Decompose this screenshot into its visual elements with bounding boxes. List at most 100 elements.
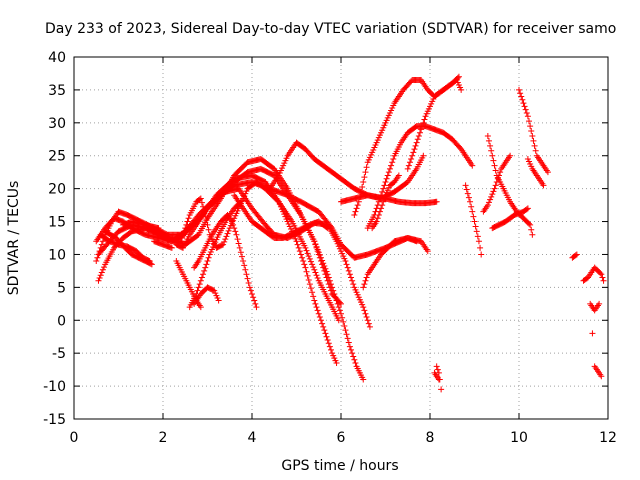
y-tick-label: 5 <box>57 280 66 296</box>
data-point-marker <box>469 162 476 169</box>
data-point-marker <box>494 175 501 182</box>
data-point-marker <box>406 159 413 166</box>
data-point-marker <box>360 304 367 311</box>
data-point-marker <box>351 211 358 218</box>
data-point-marker <box>384 172 391 179</box>
data-point-marker <box>205 254 212 261</box>
data-point-marker <box>313 272 320 279</box>
data-point-marker <box>491 185 498 192</box>
data-series <box>338 152 427 205</box>
data-point-marker <box>236 244 243 251</box>
x-tick-label: 12 <box>599 430 617 446</box>
data-point-marker <box>484 202 491 209</box>
data-point-marker <box>598 271 605 278</box>
data-point-marker <box>320 323 327 330</box>
data-point-marker <box>236 199 243 206</box>
data-point-marker <box>342 327 349 334</box>
data-point-marker <box>338 310 344 317</box>
data-point-marker <box>180 231 187 238</box>
data-point-marker <box>97 272 104 279</box>
data-series <box>524 156 547 189</box>
data-point-marker <box>253 304 260 311</box>
data-point-marker <box>381 195 388 202</box>
data-point-marker <box>386 165 393 172</box>
data-point-marker <box>364 317 371 324</box>
data-point-marker <box>462 182 469 189</box>
data-point-marker <box>598 373 605 380</box>
data-point-marker <box>484 132 491 139</box>
data-point-marker <box>358 188 365 195</box>
data-point-marker <box>435 376 442 383</box>
data-point-marker <box>477 244 484 251</box>
data-point-marker <box>315 310 322 317</box>
data-point-marker <box>343 261 350 268</box>
y-tick-label: 40 <box>48 50 66 66</box>
data-point-marker <box>200 271 207 278</box>
data-point-marker <box>495 172 502 179</box>
data-point-marker <box>338 300 344 307</box>
data-point-marker <box>314 275 321 282</box>
data-point-marker <box>198 199 205 206</box>
data-point-marker <box>242 266 249 273</box>
data-point-marker <box>325 340 332 347</box>
data-point-marker <box>415 132 422 139</box>
data-point-marker <box>314 248 321 255</box>
data-series <box>516 86 551 176</box>
data-point-marker <box>319 320 326 327</box>
data-point-marker <box>413 238 420 245</box>
data-point-marker <box>317 317 324 324</box>
data-point-marker <box>524 113 531 120</box>
data-point-marker <box>221 238 228 245</box>
data-point-marker <box>420 119 427 126</box>
data-point-marker <box>336 307 343 314</box>
data-series <box>102 228 155 268</box>
data-point-marker <box>488 193 495 200</box>
data-point-marker <box>412 142 419 149</box>
data-point-marker <box>324 337 331 344</box>
data-point-marker <box>196 196 203 203</box>
data-point-marker <box>378 205 385 212</box>
data-point-marker <box>473 228 480 235</box>
data-point-marker <box>240 258 247 265</box>
y-tick-label: -15 <box>43 412 66 428</box>
data-series <box>404 73 462 172</box>
data-point-marker <box>326 284 333 291</box>
data-point-marker <box>312 269 319 276</box>
data-point-marker <box>249 290 255 297</box>
data-point-marker <box>237 249 244 256</box>
data-series <box>369 172 402 232</box>
data-point-marker <box>438 386 445 393</box>
y-axis: -15 -10 -5 0 5 10 15 20 25 30 35 40 <box>43 50 608 428</box>
data-point-marker <box>182 225 189 232</box>
data-point-marker <box>343 331 350 338</box>
data-point-marker <box>335 304 342 311</box>
data-point-marker <box>475 238 482 245</box>
data-point-marker <box>233 231 240 238</box>
data-point-marker <box>362 277 369 284</box>
x-axis-label: GPS time / hours <box>281 458 398 474</box>
data-point-marker <box>366 323 373 330</box>
data-point-marker <box>325 281 332 288</box>
data-point-marker <box>148 261 155 268</box>
data-point-marker <box>491 162 498 169</box>
data-point-marker <box>341 323 348 330</box>
data-series <box>591 363 605 380</box>
x-tick-label: 4 <box>248 430 257 446</box>
data-point-marker <box>335 317 342 324</box>
y-tick-label: 20 <box>48 182 66 198</box>
data-point-marker <box>301 261 308 268</box>
data-point-marker <box>342 258 349 265</box>
y-tick-label: -10 <box>43 379 66 395</box>
data-series <box>587 300 603 314</box>
data-point-marker <box>299 254 306 261</box>
y-tick-label: 10 <box>48 247 66 263</box>
data-point-marker <box>101 264 108 271</box>
data-point-marker <box>323 224 330 231</box>
data-point-marker <box>485 137 492 144</box>
data-point-marker <box>197 195 204 202</box>
data-point-marker <box>296 248 303 255</box>
data-point-marker <box>225 227 232 234</box>
data-point-marker <box>235 240 242 247</box>
data-point-marker <box>350 353 357 360</box>
data-point-marker <box>418 126 425 133</box>
